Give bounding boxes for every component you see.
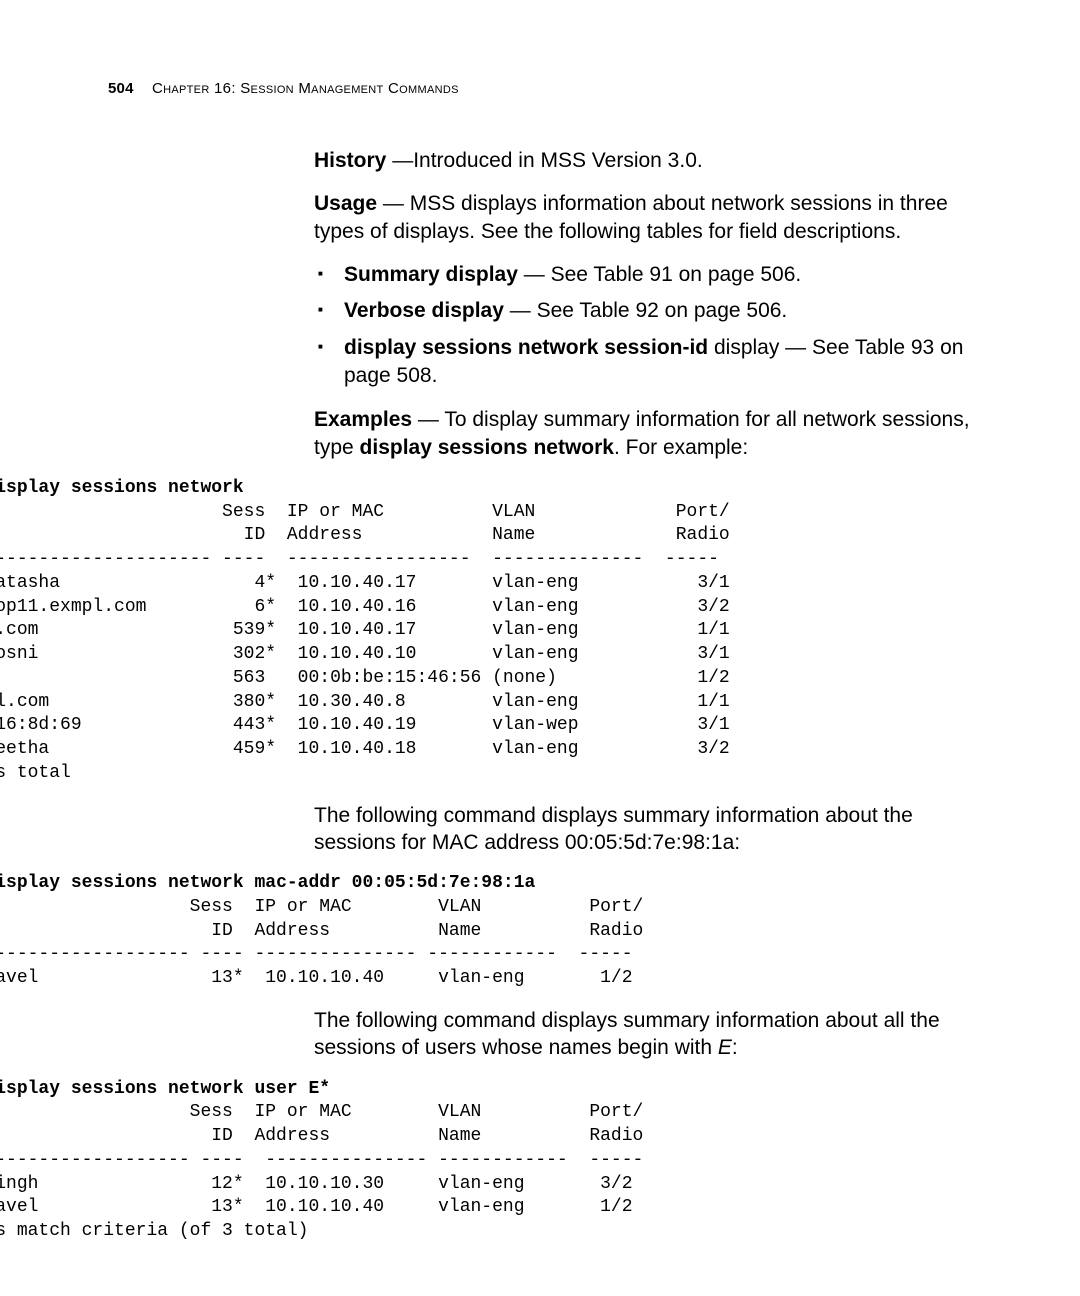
history-text: Introduced in MSS Version 3.0.: [413, 149, 703, 172]
cli-data-row: nin@exmpl.com 539* 10.10.40.17 vlan-eng …: [0, 620, 730, 640]
mac-addr-description: The following command displays summary i…: [314, 802, 990, 857]
para-text: The following command displays summary i…: [314, 804, 913, 854]
cli-data-row: EXAMPLE\Natasha 4* 10.10.40.17 vlan-eng …: [0, 573, 730, 593]
para-text-post: :: [732, 1036, 738, 1059]
history-label: History: [314, 149, 386, 172]
bullet-label: Summary display: [344, 263, 518, 286]
cli-data-row: EXAMPLE\hosni 302* 10.10.40.10 vlan-eng …: [0, 644, 730, 664]
page-header: 504 Chapter 16: Session Management Comma…: [108, 80, 990, 97]
chapter-label: Chapter 16: Session Management Commands: [152, 80, 459, 97]
cli-separator: --------------------------- ---- -------…: [0, 1150, 643, 1170]
cli-header-row: Name ID Address Name Radio: [0, 921, 643, 941]
para-text-pre: The following command displays summary i…: [314, 1009, 940, 1059]
usage-section: Usage — MSS displays information about n…: [314, 190, 990, 245]
cli-summary-row: 8 sessions total: [0, 763, 71, 783]
cli-header-row: User Sess IP or MAC VLAN Port/: [0, 1102, 643, 1122]
cli-data-row: jose@exmpl.com 380* 10.30.40.8 vlan-eng …: [0, 692, 730, 712]
cli-output-block-1: WX1200# display sessions network User Se…: [0, 477, 990, 786]
display-types-list: Summary display — See Table 91 on page 5…: [314, 261, 990, 390]
cli-separator: ----------------------------- ---- -----…: [0, 549, 719, 569]
history-section: History —Introduced in MSS Version 3.0.: [314, 147, 990, 174]
examples-intro2: . For example:: [614, 436, 748, 459]
usage-text: MSS displays information about network s…: [314, 192, 948, 242]
cli-header-row: User Sess IP or MAC VLAN Port/: [0, 897, 643, 917]
cli-header-row: User Sess IP or MAC VLAN Port/: [0, 502, 730, 522]
list-item: display sessions network session-id disp…: [314, 334, 990, 391]
cli-command: display sessions network: [0, 478, 244, 498]
list-item: Summary display — See Table 91 on page 5…: [314, 261, 990, 289]
cli-output-block-3: WX1200# display sessions network user E*…: [0, 1078, 990, 1244]
para-text-ital: E: [718, 1036, 732, 1059]
cli-data-row: 00:30:65:16:8d:69 443* 10.10.40.19 vlan-…: [0, 715, 730, 735]
cli-output-block-2: WX1200# display sessions network mac-add…: [0, 872, 990, 991]
cli-data-row: EXAMPLE\Havel 13* 10.10.10.40 vlan-eng 1…: [0, 968, 633, 988]
cli-summary-row: 2 sessions match criteria (of 3 total): [0, 1221, 308, 1241]
examples-cmd: display sessions network: [360, 436, 614, 459]
history-sep: —: [386, 149, 413, 172]
examples-sep: —: [412, 408, 444, 431]
page-number: 504: [108, 80, 134, 97]
cli-command: display sessions network mac-addr 00:05:…: [0, 873, 535, 893]
bullet-label: display sessions network session-id: [344, 336, 708, 359]
cli-data-row: host/laptop11.exmpl.com 6* 10.10.40.16 v…: [0, 597, 730, 617]
cli-data-row: EXAMPLE\Singh 12* 10.10.10.30 vlan-eng 3…: [0, 1174, 633, 1194]
bullet-label: Verbose display: [344, 299, 504, 322]
examples-label: Examples: [314, 408, 412, 431]
usage-label: Usage: [314, 192, 377, 215]
cli-data-row: EXAMPLE\Havel 13* 10.10.10.40 vlan-eng 1…: [0, 1197, 633, 1217]
cli-command: display sessions network user E*: [0, 1079, 330, 1099]
bullet-rest: — See Table 92 on page 506.: [504, 299, 787, 322]
cli-header-row: Name ID Address Name Radio: [0, 1126, 643, 1146]
examples-section: Examples — To display summary informatio…: [314, 406, 990, 461]
user-glob-description: The following command displays summary i…: [314, 1007, 990, 1062]
cli-separator: --------------------------- ---- -------…: [0, 944, 633, 964]
usage-sep: —: [377, 192, 410, 215]
cli-data-row: 563 00:0b:be:15:46:56 (none) 1/2: [0, 668, 730, 688]
cli-header-row: Name ID Address Name Radio: [0, 525, 730, 545]
bullet-rest: — See Table 91 on page 506.: [518, 263, 801, 286]
list-item: Verbose display — See Table 92 on page 5…: [314, 297, 990, 325]
cli-data-row: EXAMPLE\Geetha 459* 10.10.40.18 vlan-eng…: [0, 739, 730, 759]
